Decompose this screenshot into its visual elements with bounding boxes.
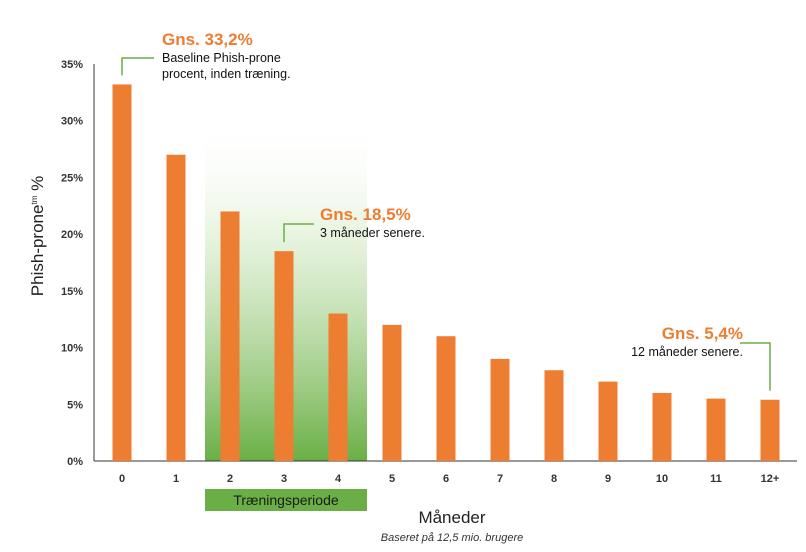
x-tick-label: 7 (497, 473, 503, 485)
x-tick-label: 6 (443, 473, 449, 485)
x-tick-label: 8 (551, 473, 557, 485)
y-tick-label: 0% (67, 456, 83, 468)
bar (112, 84, 132, 461)
y-tick-label: 25% (61, 172, 83, 184)
axes: 0% 5% 10% 15% 20% 25% 30% 35% 0 1 2 3 4 5 6 7 8 9 10 11 12+ (61, 59, 797, 485)
callout-leader-line (283, 223, 314, 243)
x-tick-label: 1 (173, 473, 179, 485)
bar (760, 399, 780, 461)
bar (274, 251, 294, 461)
bars (112, 84, 780, 461)
callout-title: Gns. 33,2% (162, 30, 253, 49)
bar (436, 336, 456, 461)
x-tick-label: 0 (119, 473, 125, 485)
callout-leader-line (740, 342, 771, 391)
callout-text: procent, inden træning. (162, 67, 291, 81)
y-tick-label: 35% (61, 59, 83, 71)
x-tick-label: 5 (389, 473, 395, 485)
x-tick-label: 2 (227, 473, 233, 485)
bar (598, 381, 618, 461)
callout-title: Gns. 5,4% (662, 324, 743, 343)
y-tick-label: 30% (61, 116, 83, 128)
y-tick-label: 10% (61, 343, 83, 355)
data-source-note: Baseret på 12,5 mio. brugere (381, 532, 523, 544)
x-tick-label: 10 (656, 473, 668, 485)
x-tick-label: 4 (335, 473, 342, 485)
bar (220, 211, 240, 461)
x-tick-label: 11 (710, 473, 722, 485)
callout-text: 12 måneder senere. (631, 345, 743, 359)
bar (652, 392, 672, 461)
bar (382, 324, 402, 461)
y-axis-label: Phish-pronetm % (28, 176, 47, 296)
training-period-label-box (205, 489, 367, 511)
x-axis-label: Måneder (418, 508, 485, 527)
callout-leader-line (121, 57, 154, 76)
bar (706, 398, 726, 461)
bar (490, 358, 510, 461)
x-tick-label: 3 (281, 473, 287, 485)
y-tick-label: 15% (61, 286, 83, 298)
callout-text: Baseline Phish-prone (162, 51, 281, 65)
bar (328, 313, 348, 461)
y-tick-label: 20% (61, 229, 83, 241)
bar (544, 370, 564, 461)
bar (166, 154, 186, 461)
y-tick-label: 5% (67, 399, 83, 411)
callout-title: Gns. 18,5% (320, 205, 411, 224)
x-tick-label: 12+ (761, 473, 780, 485)
annotations: Gns. 33,2% Baseline Phish-prone procent, i… (121, 30, 771, 391)
x-tick-label: 9 (605, 473, 611, 485)
training-period-label: Træningsperiode (233, 492, 339, 508)
callout-text: 3 måneder senere. (320, 226, 425, 240)
